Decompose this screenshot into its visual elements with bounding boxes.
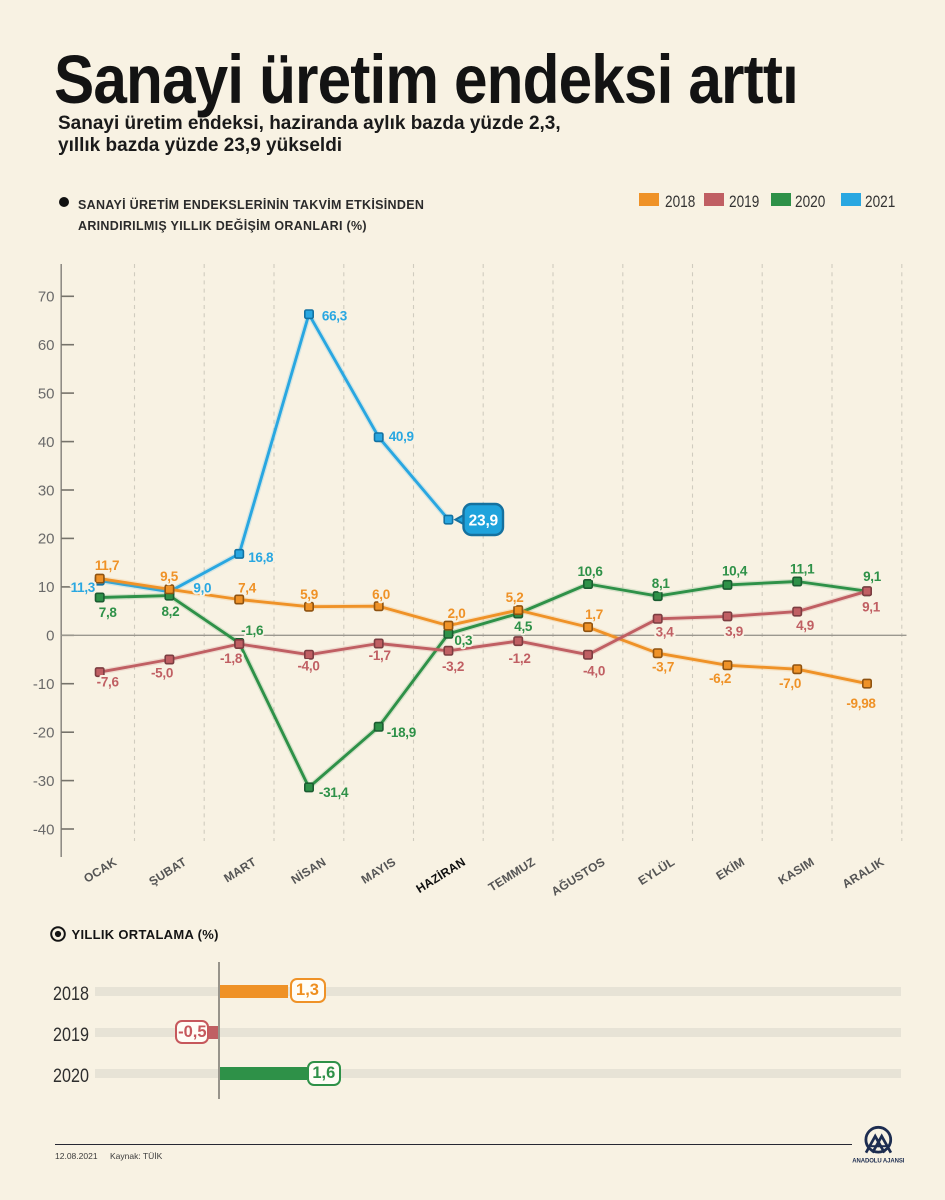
svg-text:ŞUBAT: ŞUBAT — [146, 854, 189, 888]
svg-text:-4,0: -4,0 — [297, 659, 319, 674]
svg-text:HAZİRAN: HAZİRAN — [413, 854, 468, 896]
svg-text:7,8: 7,8 — [99, 605, 118, 620]
svg-text:-40: -40 — [33, 821, 55, 838]
svg-text:AĞUSTOS: AĞUSTOS — [548, 854, 607, 899]
svg-text:60: 60 — [38, 337, 55, 354]
svg-text:40: 40 — [38, 434, 55, 451]
svg-text:9,1: 9,1 — [862, 600, 881, 615]
svg-text:-18,9: -18,9 — [387, 725, 416, 740]
svg-text:NİSAN: NİSAN — [288, 854, 328, 887]
svg-text:-1,7: -1,7 — [369, 648, 391, 663]
svg-text:8,2: 8,2 — [161, 604, 179, 619]
svg-text:3,9: 3,9 — [725, 624, 743, 639]
svg-text:66,3: 66,3 — [322, 309, 348, 324]
svg-text:-31,4: -31,4 — [319, 785, 349, 800]
svg-text:0: 0 — [46, 628, 54, 645]
svg-text:40,9: 40,9 — [389, 429, 414, 444]
svg-text:30: 30 — [38, 482, 55, 499]
svg-text:23,9: 23,9 — [469, 513, 499, 530]
svg-text:20: 20 — [38, 531, 55, 548]
svg-text:7,4: 7,4 — [238, 581, 257, 596]
svg-text:-20: -20 — [33, 725, 55, 742]
svg-text:6,0: 6,0 — [372, 587, 390, 602]
svg-text:KASIM: KASIM — [776, 855, 817, 888]
svg-text:70: 70 — [38, 289, 55, 306]
svg-text:-1,2: -1,2 — [508, 651, 530, 666]
svg-text:-5,0: -5,0 — [151, 666, 173, 681]
svg-text:5,9: 5,9 — [300, 587, 318, 602]
svg-text:EKİM: EKİM — [713, 854, 747, 883]
svg-text:10: 10 — [38, 579, 55, 596]
svg-text:-9,98: -9,98 — [846, 696, 876, 711]
svg-text:-7,0: -7,0 — [779, 676, 801, 691]
svg-text:50: 50 — [38, 385, 55, 402]
svg-text:EYLÜL: EYLÜL — [635, 854, 677, 888]
svg-text:-30: -30 — [33, 773, 55, 790]
svg-text:-3,2: -3,2 — [442, 659, 464, 674]
svg-text:11,7: 11,7 — [95, 558, 119, 573]
svg-text:5,2: 5,2 — [506, 590, 524, 605]
svg-text:8,1: 8,1 — [652, 576, 671, 591]
svg-text:1,7: 1,7 — [585, 607, 603, 622]
svg-text:MART: MART — [221, 854, 259, 885]
svg-text:0,3: 0,3 — [454, 633, 473, 648]
svg-text:10,4: 10,4 — [722, 564, 748, 579]
svg-text:-1,8: -1,8 — [220, 651, 243, 666]
svg-text:-1,6: -1,6 — [241, 623, 264, 638]
svg-text:-10: -10 — [33, 676, 55, 693]
svg-text:ARALIK: ARALIK — [840, 855, 887, 892]
svg-text:-4,0: -4,0 — [583, 664, 605, 679]
svg-text:TEMMUZ: TEMMUZ — [486, 855, 538, 895]
svg-text:2,0: 2,0 — [448, 606, 466, 621]
svg-text:MAYIS: MAYIS — [359, 855, 399, 887]
svg-text:-6,2: -6,2 — [709, 671, 731, 686]
svg-text:11,1: 11,1 — [790, 562, 815, 577]
svg-text:ANADOLU AJANSI: ANADOLU AJANSI — [852, 1158, 904, 1164]
svg-text:4,5: 4,5 — [514, 619, 533, 634]
svg-text:3,4: 3,4 — [656, 625, 675, 640]
svg-text:9,1: 9,1 — [863, 569, 882, 584]
svg-text:10,6: 10,6 — [577, 564, 603, 579]
svg-text:4,9: 4,9 — [796, 618, 814, 633]
svg-text:9,0: 9,0 — [193, 581, 211, 596]
svg-text:16,8: 16,8 — [248, 550, 274, 565]
svg-text:11,3: 11,3 — [71, 580, 96, 595]
svg-text:-7,6: -7,6 — [97, 675, 120, 690]
svg-text:-3,7: -3,7 — [652, 660, 674, 675]
svg-text:OCAK: OCAK — [81, 855, 119, 886]
svg-text:9,5: 9,5 — [160, 569, 179, 584]
